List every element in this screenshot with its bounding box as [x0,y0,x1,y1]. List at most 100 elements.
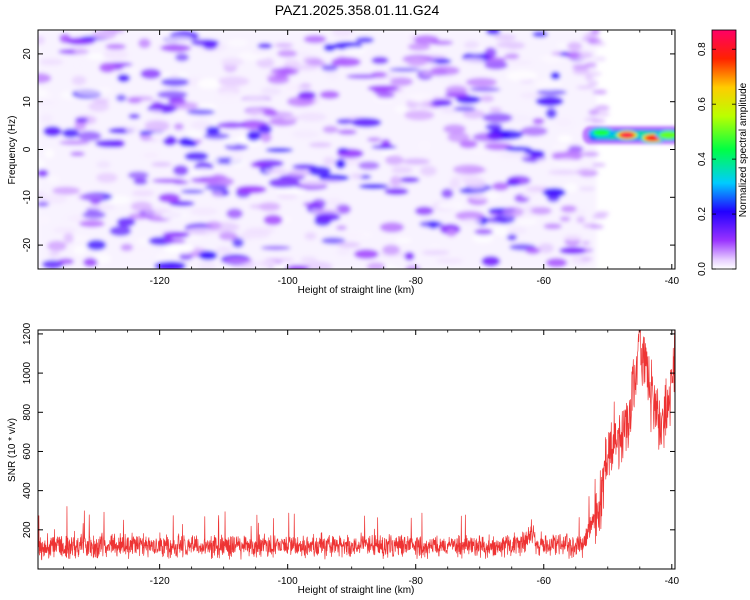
spectrogram-y-tick-label: 20 [22,48,33,60]
heatmap-noise-blob [484,60,508,70]
heatmap-noise-blob [407,42,431,51]
heatmap-noise-blob [351,117,382,128]
heatmap-noise-blob [140,68,162,80]
heatmap-noise-blob [444,92,470,98]
heatmap-noise-blob [160,211,190,220]
heatmap-noise-blob [323,156,335,166]
heatmap-noise-blob [292,50,312,58]
heatmap-noise-blob [180,189,205,194]
signal-hotspot [646,135,659,141]
heatmap-noise-blob [116,217,136,227]
colorbar-label: Normalized spectral amplitude [738,82,749,217]
heatmap-noise-blob [485,217,508,224]
heatmap-noise-blob [258,202,281,212]
heatmap-noise-blob [52,186,81,195]
snr-y-tick-label: 400 [22,482,33,499]
heatmap-noise-blob [65,214,84,223]
heatmap-noise-blob [499,152,531,159]
heatmap-noise-blob [311,198,327,209]
snr-x-tick-label: -80 [408,576,423,587]
heatmap-noise-blob [256,57,275,69]
heatmap-noise-blob [115,94,127,102]
spectrogram-x-tick-label: -80 [408,276,423,287]
heatmap-noise-blob [336,247,351,256]
heatmap-noise-blob [77,130,102,142]
heatmap-noise-blob [197,78,222,89]
heatmap-noise-blob [420,165,437,176]
heatmap-noise-blob [429,65,460,76]
heatmap-noise-blob [564,51,582,59]
snr-y-tick-label: 1000 [22,362,33,385]
heatmap-noise-blob [309,207,340,215]
heatmap-noise-blob [226,208,244,219]
heatmap-noise-blob [376,93,395,99]
heatmap-noise-blob [274,69,294,74]
heatmap-noise-blob [494,33,516,41]
spectrogram-x-tick-label: -100 [278,276,298,287]
heatmap-noise-blob [96,172,118,183]
heatmap-noise-blob [597,112,611,116]
heatmap-noise-blob [594,56,607,62]
snr-x-tick-label: -60 [537,576,552,587]
heatmap-noise-blob [305,261,333,269]
snr-axes: -120 -100 -80 -60 -40 200 400 600 800 1000 1200 [22,322,679,587]
heatmap-noise-blob [218,231,238,241]
heatmap-noise-blob [216,121,246,129]
heatmap-noise-blob [536,89,567,96]
heatmap-noise-blob [144,121,170,132]
heatmap-noise-blob [127,97,142,104]
heatmap-noise-blob [274,72,288,80]
heatmap-noise-blob [455,211,485,221]
heatmap-noise-blob [190,39,220,47]
heatmap-noise-blob [581,37,596,42]
heatmap-noise-blob [557,135,573,143]
heatmap-noise-blob [384,188,409,195]
heatmap-noise-blob [326,197,343,207]
heatmap-noise-blob [406,57,428,67]
heatmap-noise-blob [447,132,470,143]
heatmap-noise-blob [594,104,610,112]
heatmap-noise-blob [38,99,57,106]
heatmap-noise-blob [322,125,339,134]
heatmap-noise-blob [283,116,300,121]
heatmap-noise-blob [459,140,478,149]
heatmap-noise-blob [160,77,190,87]
spectrogram-x-tick-label: -60 [537,276,552,287]
heatmap-noise-blob [211,190,224,198]
heatmap-noise-blob [404,110,435,121]
heatmap-noise-blob [552,143,570,153]
heatmap-noise-blob [492,182,509,191]
heatmap-noise-blob [47,175,60,184]
heatmap-noise-blob [530,142,544,149]
heatmap-noise-blob [308,166,332,177]
heatmap-noise-blob [172,101,199,110]
heatmap-noise-blob [525,247,541,255]
heatmap-noise-blob [246,130,261,142]
heatmap-noise-blob [504,146,533,152]
heatmap-noise-blob [594,41,607,47]
heatmap-noise-blob [578,187,596,191]
heatmap-noise-blob [224,258,253,263]
snr-y-label: SNR (10 * v/v) [7,418,18,482]
heatmap-noise-blob [563,183,578,193]
heatmap-noise-blob [429,244,441,250]
heatmap-noise-blob [268,177,300,189]
heatmap-noise-blob [48,251,60,257]
heatmap-noise-blob [73,61,84,68]
snr-x-tick-label: -120 [150,576,170,587]
heatmap-noise-blob [127,171,149,180]
heatmap-noise-blob [559,246,587,255]
snr-series-line [38,330,675,561]
heatmap-noise-blob [532,31,548,38]
heatmap-noise-blob [150,131,168,140]
heatmap-noise-layer [38,30,611,269]
heatmap-noise-blob [452,164,485,175]
heatmap-noise-blob [506,175,531,186]
heatmap-noise-blob [482,112,513,123]
heatmap-noise-blob [567,41,582,51]
heatmap-noise-blob [554,158,578,167]
heatmap-noise-blob [445,85,468,95]
colorbar-tick-label: 0.0 [697,262,708,276]
heatmap-noise-blob [453,106,476,112]
heatmap-noise-blob [172,165,189,176]
